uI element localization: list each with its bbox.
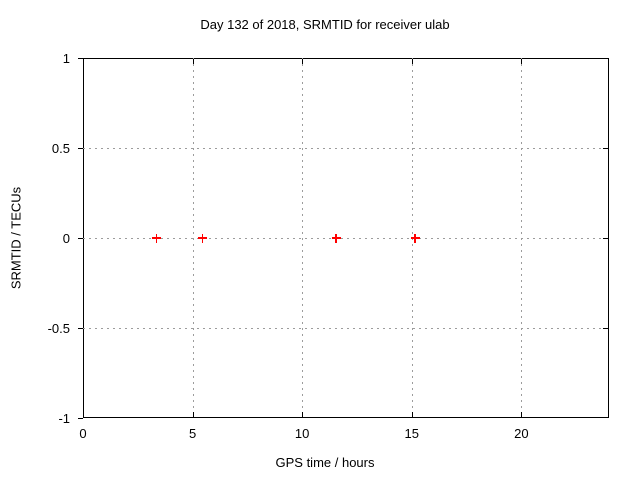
x-axis-label: GPS time / hours xyxy=(275,455,375,470)
y-tickmark-right xyxy=(603,238,608,239)
x-tickmark-bottom xyxy=(411,412,413,417)
y-gridline xyxy=(83,328,609,329)
x-tick-label: 20 xyxy=(514,426,529,441)
y-tickmark-left xyxy=(78,58,83,59)
y-tickmark-left xyxy=(78,238,83,239)
chart-title: Day 132 of 2018, SRMTID for receiver ula… xyxy=(200,17,450,32)
x-tickmark-bottom xyxy=(302,412,304,417)
y-gridline xyxy=(83,238,609,239)
x-tick-label: 0 xyxy=(79,426,87,441)
y-tick-label: 0 xyxy=(62,231,70,246)
x-tickmark-bottom xyxy=(521,412,523,417)
y-tick-label: -0.5 xyxy=(47,321,70,336)
y-tick-label: -1 xyxy=(58,411,70,426)
y-tickmark-left xyxy=(78,148,83,149)
y-tick-label: 1 xyxy=(62,51,70,66)
y-tickmark-right xyxy=(603,148,608,149)
y-tickmark-left xyxy=(78,418,83,419)
x-tickmark-top xyxy=(192,59,194,64)
y-tick-label: 0.5 xyxy=(51,141,70,156)
y-axis-label: SRMTID / TECUs xyxy=(8,186,24,290)
x-tickmark-top xyxy=(302,59,304,64)
x-tick-label: 15 xyxy=(404,426,419,441)
x-tick-label: 10 xyxy=(294,426,310,441)
x-tickmark-bottom xyxy=(192,412,194,417)
data-point xyxy=(151,233,161,243)
x-tickmark-top xyxy=(521,59,523,64)
x-tick-label: 5 xyxy=(188,426,197,441)
data-point xyxy=(410,233,420,243)
y-gridline xyxy=(83,148,609,149)
x-tickmark-top xyxy=(411,59,413,64)
y-tickmark-right xyxy=(603,328,608,329)
data-point xyxy=(331,233,341,243)
y-tickmark-left xyxy=(78,328,83,329)
x-tickmark-bottom xyxy=(83,412,84,417)
data-point xyxy=(197,233,207,243)
